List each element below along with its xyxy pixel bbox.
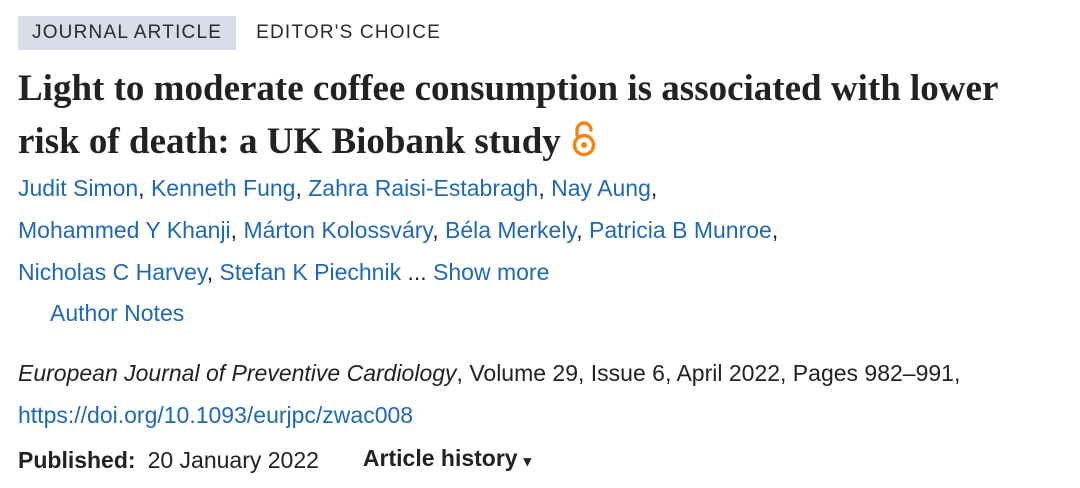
published-info: Published: 20 January 2022 Article histo… (18, 438, 531, 482)
authors-ellipsis: ... (401, 259, 434, 285)
author-link[interactable]: Mohammed Y Khanji (18, 217, 231, 243)
author-link[interactable]: Márton Kolossváry (243, 217, 433, 243)
article-title-text: Light to moderate coffee consumption is … (18, 68, 998, 162)
article-history-toggle[interactable]: Article history ▾ (363, 438, 531, 482)
author-link[interactable]: Kenneth Fung (150, 175, 296, 201)
author-link[interactable]: Nicholas C Harvey (18, 259, 207, 285)
journal-name: European Journal of Preventive Cardiolog… (18, 360, 457, 386)
published-date: 20 January 2022 (147, 447, 319, 473)
chevron-down-icon: ▾ (523, 453, 532, 470)
doi-link[interactable]: https://doi.org/10.1093/eurjpc/zwac008 (18, 402, 414, 428)
article-tags: Journal Article Editor's Choice (18, 16, 455, 50)
open-access-lock-icon (571, 119, 597, 172)
author-link[interactable]: Judit Simon (18, 175, 139, 201)
article-history-label: Article history (362, 445, 518, 471)
author-link[interactable]: Stefan K Piechnik (219, 259, 402, 285)
author-link[interactable]: Béla Merkely (445, 217, 577, 243)
published-label: Published: (18, 447, 136, 473)
author-link[interactable]: Patricia B Munroe (589, 217, 772, 243)
show-more-authors-link[interactable]: Show more (433, 259, 550, 285)
author-link[interactable]: Nay Aung (551, 175, 651, 201)
article-type-tag: Journal Article (18, 16, 237, 50)
citation: European Journal of Preventive Cardiolog… (18, 352, 1068, 436)
citation-details: , Volume 29, Issue 6, April 2022, Pages … (456, 360, 961, 386)
article-title: Light to moderate coffee consumption is … (18, 62, 1058, 172)
author-list: Judit Simon, Kenneth Fung, Zahra Raisi-E… (18, 175, 779, 285)
author-notes-link[interactable]: Author Notes (50, 300, 185, 326)
author-link[interactable]: Zahra Raisi-Estabragh (308, 175, 539, 201)
editors-choice-tag: Editor's Choice (256, 22, 442, 43)
